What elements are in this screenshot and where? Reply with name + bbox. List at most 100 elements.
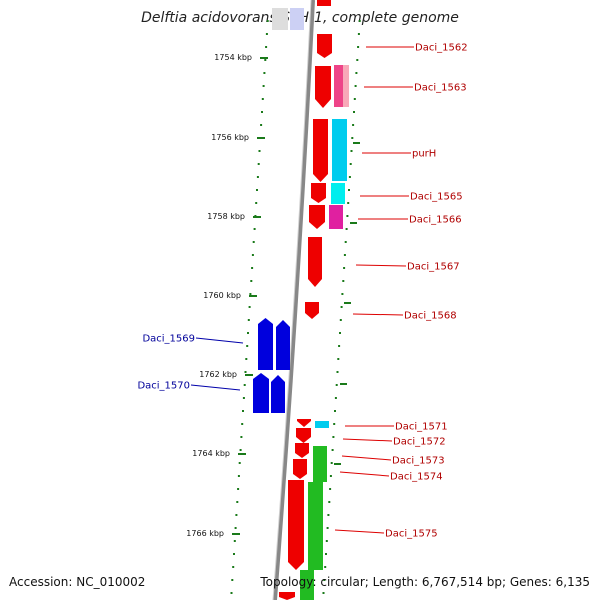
gene-label-leader (352, 313, 404, 316)
tick-dot (329, 488, 332, 490)
faint-feature (290, 8, 304, 30)
tick-dot (237, 475, 240, 477)
gene-label[interactable]: Daci_1574 (390, 472, 443, 483)
gene-label[interactable]: Daci_1566 (409, 215, 462, 226)
tick-dot (343, 267, 346, 269)
tick-dot (230, 592, 233, 594)
tick-dot (336, 371, 339, 373)
gene-label[interactable]: Daci_1575 (385, 529, 438, 540)
gene-label[interactable]: Daci_1563 (414, 83, 467, 94)
tick-dot (247, 319, 250, 321)
gene-label[interactable]: Daci_1565 (410, 192, 463, 203)
tick-dot (256, 176, 259, 178)
gene-label[interactable]: Daci_1567 (407, 262, 460, 273)
tick-dot (237, 488, 240, 490)
gene-arrow-forward[interactable] (311, 183, 326, 203)
tick-dots-layer (230, 20, 361, 594)
tick-dot (352, 124, 355, 126)
gene-arrow-forward[interactable] (296, 428, 311, 443)
tick-dot (333, 423, 336, 425)
tick-dot (262, 85, 265, 87)
tick-dot (265, 46, 268, 48)
gene-arrow-forward[interactable] (279, 592, 295, 600)
tick-dot (328, 501, 331, 503)
tick-dot (253, 228, 256, 230)
cog-block-magenta (329, 205, 343, 229)
cog-block-green (308, 482, 323, 570)
tick-dot (325, 540, 328, 542)
cog-block-green (300, 570, 314, 600)
tick-dot (344, 241, 347, 243)
gene-arrow-forward[interactable] (295, 443, 309, 458)
tick-dot (347, 202, 350, 204)
tick-dot (351, 137, 354, 139)
gene-label[interactable]: Daci_1571 (395, 422, 448, 433)
gene-arrow-reverse[interactable] (276, 320, 290, 370)
tick-dot (255, 202, 258, 204)
genome-summary: Topology: circular; Length: 6,767,514 bp… (260, 575, 590, 589)
gene-label[interactable]: Daci_1568 (404, 311, 457, 322)
tick-dot (261, 98, 264, 100)
gene-label[interactable]: Daci_1569 (142, 334, 195, 345)
tick-dot (340, 306, 343, 308)
gene-label-leader (195, 337, 244, 344)
tick-dot (339, 319, 342, 321)
gene-arrow-forward[interactable] (288, 480, 304, 570)
tick-dot (349, 163, 352, 165)
gene-label[interactable]: purH (412, 149, 436, 160)
tick-dot (239, 449, 242, 451)
gene-label[interactable]: Daci_1570 (137, 381, 190, 392)
tick-mark-major (232, 533, 240, 535)
gene-label[interactable]: Daci_1562 (415, 43, 468, 54)
tick-dot (257, 163, 260, 165)
gene-arrow-reverse[interactable] (253, 373, 269, 413)
tick-dot (264, 59, 267, 61)
gene-features-layer (253, 0, 349, 600)
tick-dot (235, 514, 238, 516)
cog-block-cyan (332, 119, 347, 181)
gene-arrow-reverse[interactable] (258, 318, 273, 370)
tick-dot (233, 553, 235, 555)
gene-label-leader (341, 455, 392, 461)
tick-dot (337, 358, 340, 360)
tick-dot (330, 462, 333, 464)
gene-arrow-forward[interactable] (315, 66, 331, 108)
tick-dot (246, 345, 249, 347)
gene-arrow-forward[interactable] (293, 459, 307, 479)
tick-dot (345, 228, 348, 230)
tick-dot (263, 72, 266, 74)
genome-backbone (272, 0, 315, 600)
gene-arrow-forward[interactable] (297, 419, 311, 427)
gene-arrow-forward[interactable] (313, 119, 328, 182)
tick-dot (256, 189, 258, 191)
cog-block-pink-highlight (343, 65, 349, 107)
backbone-highlight (272, 0, 312, 600)
tick-label: 1762 kbp (199, 370, 237, 379)
gene-arrow-reverse[interactable] (271, 375, 285, 413)
tick-mark-major (353, 142, 360, 144)
tick-dot (261, 111, 263, 113)
gene-label[interactable]: Daci_1572 (393, 437, 446, 448)
tick-label: 1756 kbp (211, 133, 249, 142)
tick-dot (342, 280, 345, 282)
gene-arrow-forward[interactable] (309, 205, 325, 229)
tick-mark-major (340, 383, 347, 385)
faint-feature (272, 8, 288, 30)
tick-mark-major (344, 302, 351, 304)
tick-dot (355, 72, 358, 74)
tick-dot (350, 150, 353, 152)
tick-mark-major (253, 216, 261, 218)
tick-dot (326, 527, 329, 529)
tick-dot (242, 397, 245, 399)
tick-dot (348, 176, 351, 178)
gene-label[interactable]: Daci_1573 (392, 456, 445, 467)
tick-dot (241, 423, 244, 425)
tick-dot (343, 254, 346, 256)
tick-dot (231, 579, 234, 581)
tick-mark-major (257, 137, 265, 139)
gene-arrow-forward[interactable] (308, 237, 322, 287)
tick-dot (260, 124, 263, 126)
gene-arrow-forward[interactable] (305, 302, 319, 319)
gene-arrow-forward[interactable] (317, 34, 332, 58)
tick-dot (265, 33, 268, 35)
